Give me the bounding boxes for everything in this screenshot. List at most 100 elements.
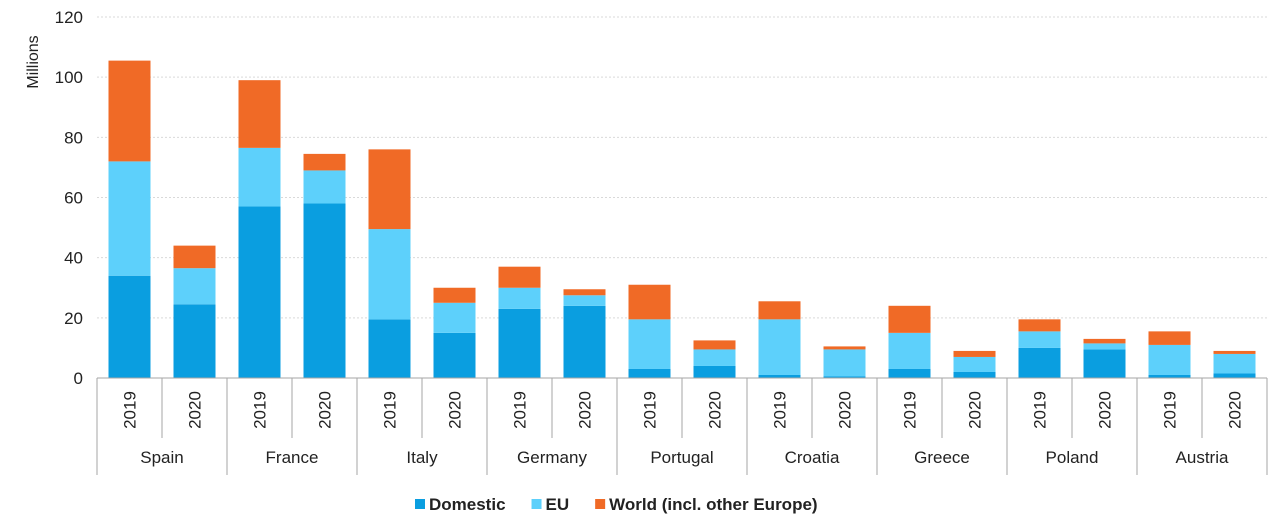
y-tick-label: 0 [74, 369, 83, 388]
legend-swatch-1 [531, 499, 542, 509]
bar-segment-eu-11 [823, 349, 866, 377]
y-tick-label: 40 [64, 249, 83, 268]
bar-segment-world-13 [953, 350, 996, 357]
bar-segment-eu-1 [173, 268, 216, 305]
bar-segment-domestic-4 [368, 319, 411, 378]
year-tick-label: 2020 [316, 391, 335, 429]
bar-segment-domestic-14 [1018, 347, 1061, 378]
bar-segment-world-14 [1018, 319, 1061, 332]
y-tick-label: 80 [64, 128, 83, 147]
bar-segment-world-15 [1083, 338, 1126, 344]
bar-segment-domestic-17 [1213, 373, 1256, 378]
year-tick-label: 2020 [836, 391, 855, 429]
bar-segment-world-2 [238, 80, 281, 148]
group-label-austria: Austria [1176, 448, 1229, 467]
bar-segment-domestic-16 [1148, 374, 1191, 378]
bar-segment-world-6 [498, 266, 541, 288]
bar-segment-eu-2 [238, 147, 281, 207]
legend-label-0: Domestic [429, 495, 506, 514]
bar-segment-domestic-2 [238, 206, 281, 378]
bar-segment-eu-7 [563, 295, 606, 306]
bar-segment-world-8 [628, 284, 671, 320]
year-tick-label: 2020 [576, 391, 595, 429]
year-tick-label: 2019 [121, 391, 140, 429]
year-tick-label: 2019 [251, 391, 270, 429]
legend-swatch-2 [595, 499, 606, 509]
bar-segment-eu-13 [953, 356, 996, 372]
bars [108, 60, 1256, 379]
group-label-italy: Italy [406, 448, 438, 467]
year-tick-label: 2020 [1096, 391, 1115, 429]
bar-segment-eu-0 [108, 161, 151, 276]
y-axis-label: Millions [25, 35, 42, 88]
bar-segment-eu-6 [498, 287, 541, 309]
bar-segment-world-7 [563, 289, 606, 296]
y-tick-label: 60 [64, 189, 83, 208]
bar-segment-domestic-9 [693, 365, 736, 378]
bar-segment-eu-14 [1018, 331, 1061, 348]
group-label-croatia: Croatia [785, 448, 840, 467]
bar-segment-domestic-13 [953, 371, 996, 378]
bar-segment-domestic-6 [498, 308, 541, 378]
year-tick-label: 2020 [1226, 391, 1245, 429]
bar-segment-world-4 [368, 149, 411, 230]
bar-segment-eu-4 [368, 229, 411, 320]
bar-segment-domestic-10 [758, 374, 801, 378]
y-tick-label: 20 [64, 309, 83, 328]
year-tick-label: 2020 [186, 391, 205, 429]
bar-segment-eu-9 [693, 349, 736, 366]
y-tick-label: 100 [55, 68, 83, 87]
bar-segment-world-5 [433, 287, 476, 303]
bar-segment-world-17 [1213, 350, 1256, 354]
year-tick-label: 2019 [901, 391, 920, 429]
bar-segment-domestic-12 [888, 368, 931, 378]
bar-segment-eu-16 [1148, 344, 1191, 375]
legend-swatch-0 [415, 499, 425, 509]
bar-segment-world-3 [303, 153, 346, 171]
year-tick-label: 2019 [1031, 391, 1050, 429]
y-tick-label: 120 [55, 8, 83, 27]
bar-segment-eu-8 [628, 319, 671, 369]
year-tick-label: 2019 [381, 391, 400, 429]
bar-segment-domestic-7 [563, 305, 606, 378]
bar-segment-eu-15 [1083, 343, 1126, 350]
bar-segment-world-0 [108, 60, 151, 162]
bar-segment-eu-17 [1213, 353, 1256, 374]
bar-segment-domestic-8 [628, 368, 671, 378]
year-tick-label: 2020 [966, 391, 985, 429]
bar-segment-domestic-5 [433, 332, 476, 379]
group-label-germany: Germany [517, 448, 587, 467]
x-axis-labels: 2019 2020 2019 2020 2019 2020 2019 2020 2019 2020… [96, 378, 1268, 475]
bar-segment-domestic-0 [108, 275, 151, 378]
group-label-france: France [266, 448, 319, 467]
bar-segment-world-9 [693, 340, 736, 350]
group-label-portugal: Portugal [650, 448, 713, 467]
bar-segment-domestic-11 [823, 376, 866, 378]
group-label-greece: Greece [914, 448, 970, 467]
bar-segment-world-16 [1148, 331, 1191, 345]
group-label-spain: Spain [140, 448, 183, 467]
legend-label-2: World (incl. other Europe) [609, 495, 817, 514]
bar-segment-domestic-3 [303, 203, 346, 378]
year-tick-label: 2019 [771, 391, 790, 429]
bar-segment-eu-10 [758, 319, 801, 375]
bar-segment-eu-3 [303, 170, 346, 204]
legend-label-1: EU [546, 495, 570, 514]
legend: Domestic EU World (incl. other Europe) [415, 495, 818, 514]
bar-segment-domestic-1 [173, 304, 216, 378]
bar-segment-world-11 [823, 346, 866, 350]
year-tick-label: 2019 [1161, 391, 1180, 429]
bar-segment-world-1 [173, 245, 216, 269]
year-tick-label: 2020 [446, 391, 465, 429]
bar-segment-eu-12 [888, 332, 931, 369]
bar-segment-world-12 [888, 305, 931, 333]
year-tick-label: 2020 [706, 391, 725, 429]
group-label-poland: Poland [1046, 448, 1099, 467]
gridlines [97, 16, 1267, 319]
bar-segment-eu-5 [433, 302, 476, 333]
year-tick-label: 2019 [641, 391, 660, 429]
bar-segment-world-10 [758, 301, 801, 320]
bar-segment-domestic-15 [1083, 349, 1126, 378]
